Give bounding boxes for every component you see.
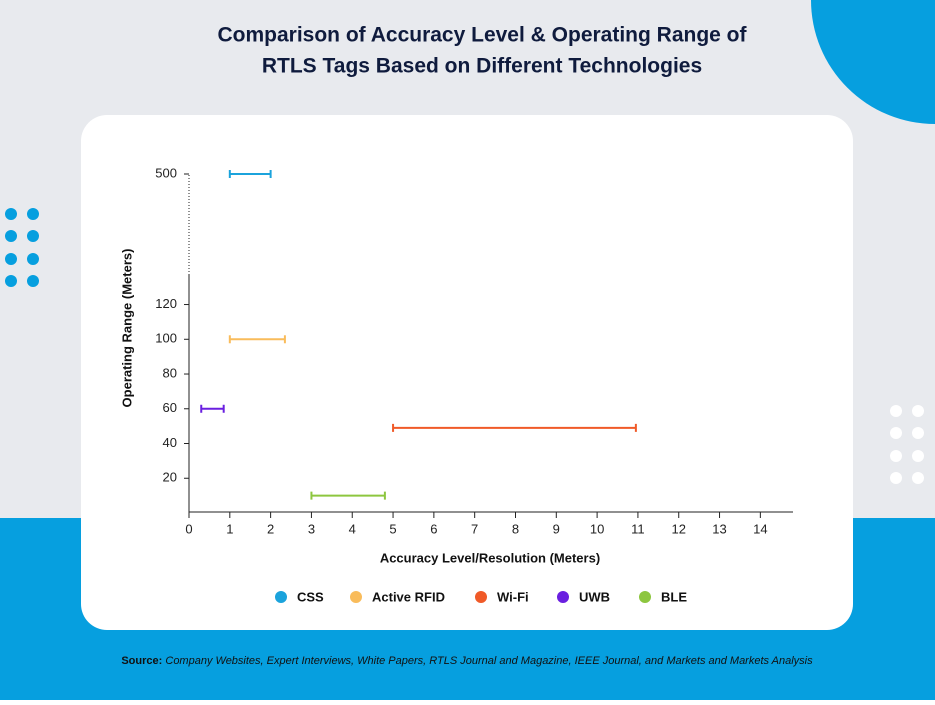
x-tick-label: 12: [671, 521, 685, 536]
legend-marker: [475, 591, 487, 603]
y-tick-label: 500: [155, 165, 177, 180]
x-tick-label: 7: [471, 521, 478, 536]
x-tick-label: 4: [349, 521, 356, 536]
chart-title: Comparison of Accuracy Level & Operating…: [218, 24, 748, 47]
chart-title: RTLS Tags Based on Different Technologie…: [262, 55, 702, 78]
card: [81, 115, 853, 630]
source-label: Source:: [121, 655, 162, 667]
decor-dots-right: [890, 405, 924, 484]
legend-label: UWB: [579, 589, 610, 604]
y-tick-label: 120: [155, 296, 177, 311]
x-tick-label: 10: [590, 521, 604, 536]
legend-marker: [639, 591, 651, 603]
legend-marker: [557, 591, 569, 603]
x-tick-label: 5: [389, 521, 396, 536]
y-axis-label: Operating Range (Meters): [119, 249, 134, 408]
y-tick-label: 100: [155, 331, 177, 346]
x-tick-label: 0: [185, 521, 192, 536]
legend-label: BLE: [661, 589, 687, 604]
decor-circle: [811, 0, 935, 124]
legend-label: Wi-Fi: [497, 589, 529, 604]
x-tick-label: 13: [712, 521, 726, 536]
decor-dots-left: [5, 208, 39, 287]
x-tick-label: 1: [226, 521, 233, 536]
y-tick-label: 60: [163, 400, 177, 415]
y-tick-label: 80: [163, 365, 177, 380]
x-tick-label: 9: [553, 521, 560, 536]
x-axis-label: Accuracy Level/Resolution (Meters): [380, 550, 600, 565]
source: Source: Company Websites, Expert Intervi…: [121, 655, 813, 667]
x-tick-label: 14: [753, 521, 767, 536]
x-tick-label: 2: [267, 521, 274, 536]
y-tick-label: 40: [163, 435, 177, 450]
legend-label: CSS: [297, 589, 324, 604]
x-tick-label: 11: [631, 521, 645, 536]
x-tick-label: 8: [512, 521, 519, 536]
legend-marker: [275, 591, 287, 603]
legend-label: Active RFID: [372, 589, 445, 604]
x-tick-label: 3: [308, 521, 315, 536]
y-tick-label: 20: [163, 470, 177, 485]
legend-marker: [350, 591, 362, 603]
x-tick-label: 6: [430, 521, 437, 536]
source-text: Company Websites, Expert Interviews, Whi…: [165, 655, 813, 667]
